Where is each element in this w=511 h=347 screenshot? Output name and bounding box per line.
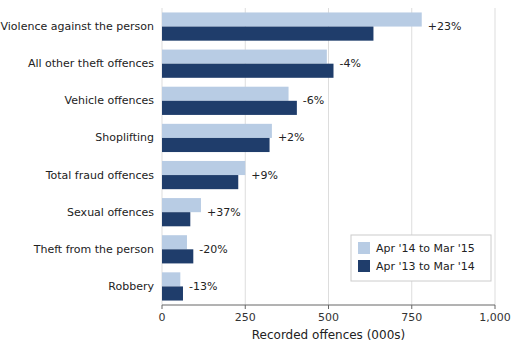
- tick-label: 0: [159, 311, 166, 324]
- category-label: Shoplifting: [95, 131, 154, 144]
- grid-line: [328, 8, 329, 305]
- bar: [162, 161, 245, 175]
- grid-line: [495, 8, 496, 305]
- legend-label: Apr '13 to Mar '14: [376, 260, 475, 273]
- legend-swatch: [358, 260, 370, 272]
- annotation: +37%: [207, 206, 241, 219]
- category-label: Vehicle offences: [65, 94, 155, 107]
- category-label: Sexual offences: [67, 206, 154, 219]
- tick-label: 500: [318, 311, 339, 324]
- bar: [162, 138, 270, 152]
- annotation: +23%: [428, 20, 462, 33]
- bar: [162, 272, 180, 286]
- annotation: +9%: [251, 169, 278, 182]
- legend-frame: [351, 235, 491, 281]
- annotation: -20%: [199, 243, 227, 256]
- bar: [162, 50, 327, 64]
- bar: [162, 27, 373, 41]
- category-label: Violence against the person: [1, 20, 154, 33]
- bar: [162, 249, 193, 263]
- annotation: +2%: [278, 131, 305, 144]
- bar: [162, 212, 190, 226]
- tick-mark: [328, 305, 329, 309]
- category-label: Theft from the person: [33, 243, 154, 256]
- chart: 0 250 500 750 1,000 Recorded offences (000s) V…: [0, 0, 511, 347]
- bar: [162, 235, 187, 249]
- legend-swatch: [358, 242, 370, 254]
- bar: [162, 12, 422, 26]
- annotation: -13%: [189, 280, 217, 293]
- category-label: Robbery: [108, 280, 154, 293]
- bar: [162, 64, 333, 78]
- tick-mark: [245, 305, 246, 309]
- bar: [162, 286, 183, 300]
- legend: Apr '14 to Mar '15 Apr '13 to Mar '14: [351, 235, 491, 281]
- legend-label: Apr '14 to Mar '15: [376, 242, 475, 255]
- grid: [162, 8, 495, 309]
- tick-mark: [495, 305, 496, 309]
- tick-mark: [162, 305, 163, 309]
- bar: [162, 198, 201, 212]
- tick-label: 1,000: [479, 311, 511, 324]
- annotation: -4%: [339, 57, 360, 70]
- category-label: Total fraud offences: [45, 169, 155, 182]
- bar: [162, 87, 289, 101]
- bar: [162, 101, 297, 115]
- tick-mark: [411, 305, 412, 309]
- x-axis-label: Recorded offences (000s): [252, 328, 405, 342]
- tick-label: 750: [401, 311, 422, 324]
- annotation: -6%: [303, 94, 324, 107]
- x-axis-line: [162, 305, 495, 306]
- bar: [162, 175, 238, 189]
- bar: [162, 124, 272, 138]
- tick-label: 250: [235, 311, 256, 324]
- category-label: All other theft offences: [28, 57, 154, 70]
